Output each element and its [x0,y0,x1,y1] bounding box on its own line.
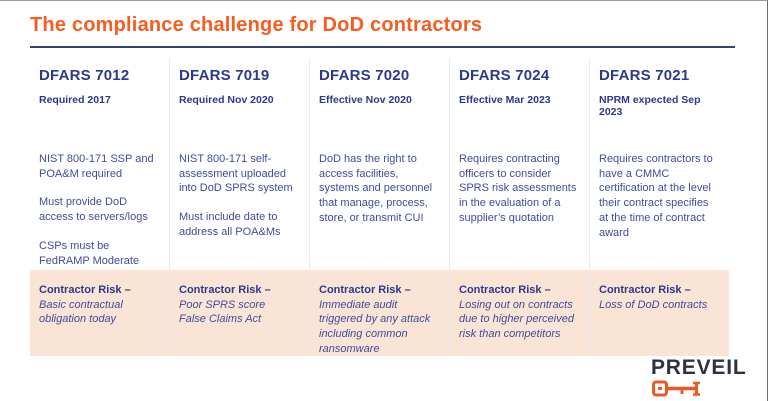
compliance-table: DFARS 7012 Required 2017 NIST 800-171 SS… [30,58,729,356]
column-title: DFARS 7021 [599,67,690,84]
risk-text: Losing out on contracts due to higher pe… [459,298,574,341]
risk-label: Contractor Risk – [459,284,551,296]
column-header: DFARS 7012 Required 2017 [30,58,169,150]
body-paragraph: Must provide DoD access to servers/logs [39,196,148,224]
column-timing: Effective Mar 2023 [459,94,551,106]
column-header: DFARS 7024 Effective Mar 2023 [450,58,589,150]
risk-label: Contractor Risk – [179,284,271,296]
risk-text: Poor SPRS score [179,298,266,311]
contractor-risk-cell: Contractor Risk – Poor SPRS score False … [170,270,309,356]
risk-label: Contractor Risk – [319,284,411,296]
column-dfars-7024: DFARS 7024 Effective Mar 2023 Requires c… [449,58,589,356]
body-paragraph: Must include date to address all POA&Ms [179,211,281,238]
column-body: DoD has the right to access facilities, … [310,150,449,270]
contractor-risk-cell: Contractor Risk – Losing out on contract… [450,270,589,356]
column-dfars-7020: DFARS 7020 Effective Nov 2020 DoD has th… [309,58,449,356]
column-body: Requires contractors to have a CMMC cert… [590,150,729,270]
risk-text: Immediate audit triggered by any attack … [319,298,431,355]
column-title: DFARS 7012 [39,67,130,84]
column-title: DFARS 7024 [459,67,550,84]
column-timing: Required Nov 2020 [179,94,274,106]
column-title: DFARS 7019 [179,67,270,84]
preveil-wordmark: PREVEIL [651,356,747,379]
column-title: DFARS 7020 [319,67,410,84]
risk-label: Contractor Risk – [39,284,131,296]
column-body: NIST 800-171 self-assessment uploaded in… [170,150,309,270]
column-timing: NPRM expected Sep 2023 [599,94,701,118]
preveil-logo: PREVEIL [651,357,757,398]
column-header: DFARS 7020 Effective Nov 2020 [310,58,449,150]
contractor-risk-cell: Contractor Risk – Loss of DoD contracts [590,270,729,356]
body-paragraph: NIST 800-171 self-assessment uploaded in… [179,153,293,195]
column-body: Requires contracting officers to conside… [450,150,589,270]
body-paragraph: CSPs must be FedRAMP Moderate [39,239,140,267]
title-underline [30,46,735,48]
page-title: The compliance challenge for DoD contrac… [30,14,483,36]
column-timing: Effective Nov 2020 [319,94,412,106]
contractor-risk-cell: Contractor Risk – Immediate audit trigge… [310,270,449,356]
body-paragraph: Requires contracting officers to conside… [459,153,577,224]
risk-text: Basic contractual obligation today [39,298,123,326]
body-paragraph: Requires contractors to have a CMMC cert… [599,153,713,239]
risk-label: Contractor Risk – [599,284,691,296]
body-paragraph: DoD has the right to access facilities, … [319,153,433,224]
column-dfars-7021: DFARS 7021 NPRM expected Sep 2023 Requir… [589,58,729,356]
risk-text: False Claims Act [179,313,262,326]
risk-text: Loss of DoD contracts [599,298,708,311]
column-timing: Required 2017 [39,94,111,106]
column-header: DFARS 7019 Required Nov 2020 [170,58,309,150]
key-icon [652,380,700,397]
column-dfars-7019: DFARS 7019 Required Nov 2020 NIST 800-17… [169,58,309,356]
body-paragraph: NIST 800-171 SSP and POA&M required [39,153,154,180]
contractor-risk-cell: Contractor Risk – Basic contractual obli… [30,270,169,356]
column-dfars-7012: DFARS 7012 Required 2017 NIST 800-171 SS… [30,58,169,356]
column-body: NIST 800-171 SSP and POA&M required Must… [30,150,169,270]
column-header: DFARS 7021 NPRM expected Sep 2023 [590,58,729,150]
